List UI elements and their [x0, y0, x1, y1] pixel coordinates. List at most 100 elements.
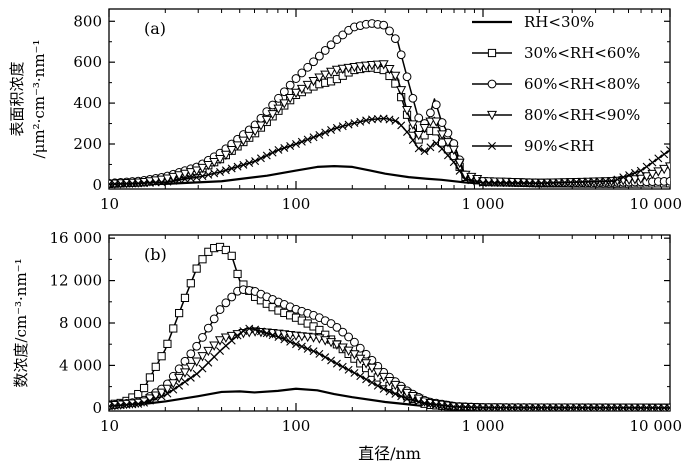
data-point	[454, 158, 465, 169]
panel-label: (b)	[144, 245, 167, 264]
legend: RH<30% 30%<RH<60% 60%<RH<80% 80%<RH<90% 90%<…	[472, 13, 640, 155]
data-point	[285, 80, 295, 90]
data-point	[122, 179, 131, 188]
data-point	[408, 93, 418, 103]
y-tick-label: 8 000	[59, 314, 102, 332]
data-point	[578, 177, 587, 186]
legend-label: RH<30%	[524, 13, 594, 31]
data-point	[151, 362, 160, 371]
data-point	[320, 70, 331, 80]
data-point	[349, 350, 360, 360]
data-point	[666, 146, 670, 155]
data-point	[431, 100, 441, 110]
data-point	[619, 403, 628, 411]
data-point	[660, 150, 669, 159]
data-point	[413, 131, 424, 141]
data-point	[332, 359, 341, 368]
legend-marker	[487, 79, 497, 89]
data-point	[280, 335, 289, 344]
data-point	[203, 160, 214, 171]
data-point	[560, 178, 569, 187]
data-point	[590, 403, 599, 411]
data-point	[327, 356, 336, 365]
data-point	[642, 162, 651, 171]
data-point	[419, 124, 430, 134]
data-point	[449, 402, 458, 411]
data-point	[290, 88, 302, 99]
data-point	[379, 20, 389, 30]
data-point	[648, 158, 657, 167]
data-point	[309, 133, 318, 142]
data-point	[168, 172, 179, 183]
data-point	[332, 123, 341, 132]
data-point	[537, 403, 546, 411]
data-point	[321, 128, 330, 137]
data-point	[332, 35, 342, 44]
y-axis-unit: /μm²·cm⁻³·nm⁻¹	[30, 40, 48, 159]
data-point	[163, 389, 172, 398]
data-point	[297, 137, 306, 146]
data-point	[344, 365, 353, 374]
data-point	[274, 333, 283, 342]
data-point	[197, 163, 208, 174]
data-point	[191, 166, 202, 176]
data-point	[145, 373, 155, 382]
data-point	[302, 80, 313, 91]
data-point	[584, 177, 593, 186]
plot-frame	[108, 8, 671, 190]
data-point	[151, 394, 160, 403]
data-point	[549, 178, 558, 187]
data-point	[635, 174, 646, 185]
data-point	[169, 385, 178, 394]
data-point	[279, 87, 289, 97]
data-point	[261, 115, 272, 126]
data-point	[238, 136, 249, 146]
data-point	[607, 176, 616, 185]
data-point	[256, 154, 265, 163]
data-point	[286, 337, 295, 346]
data-point	[279, 99, 290, 109]
data-point	[455, 402, 464, 411]
data-point	[508, 403, 517, 411]
data-point	[191, 357, 202, 367]
data-point	[601, 177, 610, 186]
data-point	[192, 264, 201, 273]
data-point	[390, 71, 401, 82]
data-point	[531, 403, 540, 411]
data-point	[314, 73, 325, 83]
y-tick-label: 200	[73, 135, 102, 153]
data-point	[484, 403, 493, 411]
data-point	[326, 40, 336, 50]
y-axis-title: 表面积浓度	[8, 61, 26, 136]
data-point	[273, 104, 284, 114]
x-tick-label: 1 000	[462, 417, 505, 435]
data-point	[378, 60, 389, 70]
data-point	[426, 108, 435, 118]
data-point	[549, 403, 558, 411]
data-point	[220, 333, 231, 343]
data-point	[403, 394, 412, 403]
data-point	[221, 298, 231, 308]
data-point	[361, 359, 372, 369]
data-point	[180, 377, 189, 386]
data-point	[625, 403, 634, 411]
data-point	[169, 324, 178, 333]
legend-marker	[487, 48, 497, 58]
data-point	[198, 255, 207, 264]
data-point	[315, 325, 324, 335]
data-point	[525, 403, 534, 411]
data-point	[629, 175, 640, 185]
x-axis-title: 直径/nm	[358, 444, 421, 463]
data-point	[630, 168, 639, 177]
data-point	[163, 339, 172, 348]
data-point	[414, 144, 423, 153]
data-point	[443, 151, 452, 160]
data-point	[321, 353, 330, 362]
data-point	[350, 368, 359, 377]
data-point	[525, 179, 534, 188]
y-tick-label: 4 000	[59, 356, 102, 374]
data-point	[309, 347, 318, 356]
data-point	[239, 327, 248, 336]
